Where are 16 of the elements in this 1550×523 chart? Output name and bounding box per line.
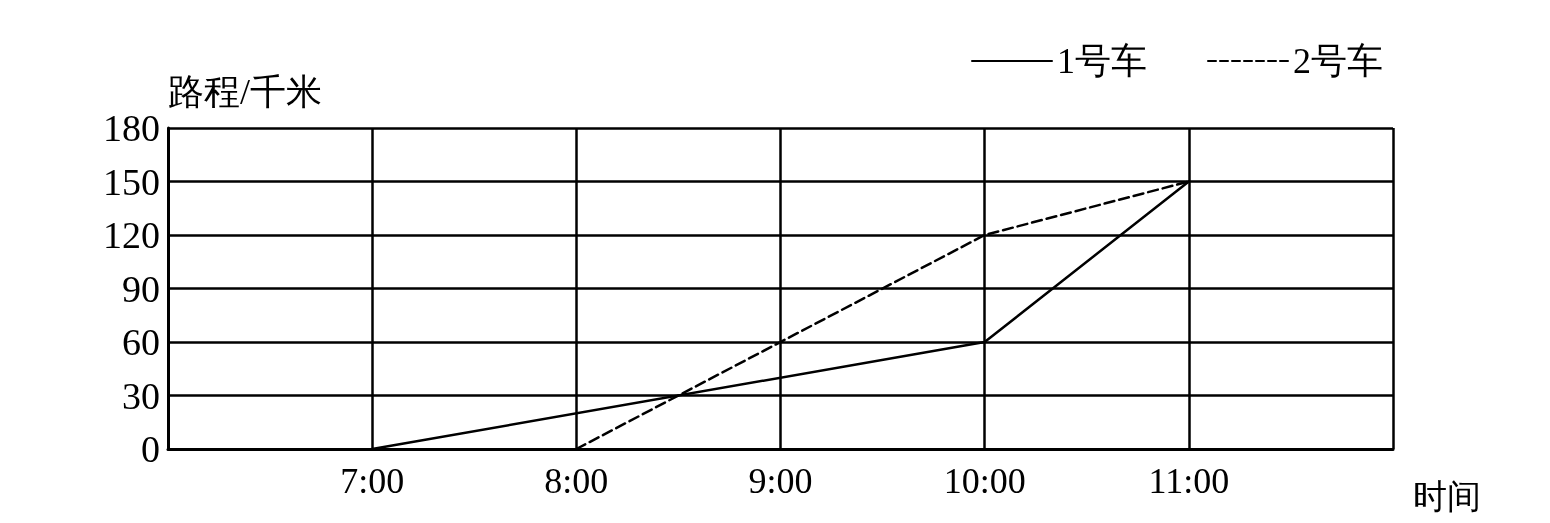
x-tick-label: 10:00 [943,461,1026,501]
legend-label: 2号车 [1293,41,1383,81]
y-tick-label: 0 [141,428,160,470]
x-tick-label: 7:00 [340,461,405,501]
y-tick-label: 150 [103,160,160,203]
x-tick-label: 8:00 [544,461,609,501]
y-tick-label: 120 [103,214,160,256]
legend-label: 1号车 [1057,41,1147,81]
y-tick-label: 90 [122,267,160,310]
y-axis-title: 路程/千米 [168,72,323,112]
x-tick-label: 9:00 [748,461,813,501]
x-tick-label: 11:00 [1148,461,1230,501]
y-tick-label: 60 [122,321,160,363]
y-tick-label: 180 [103,107,160,149]
y-tick-label: 30 [122,374,160,417]
x-axis-title: 时间 [1413,477,1481,515]
